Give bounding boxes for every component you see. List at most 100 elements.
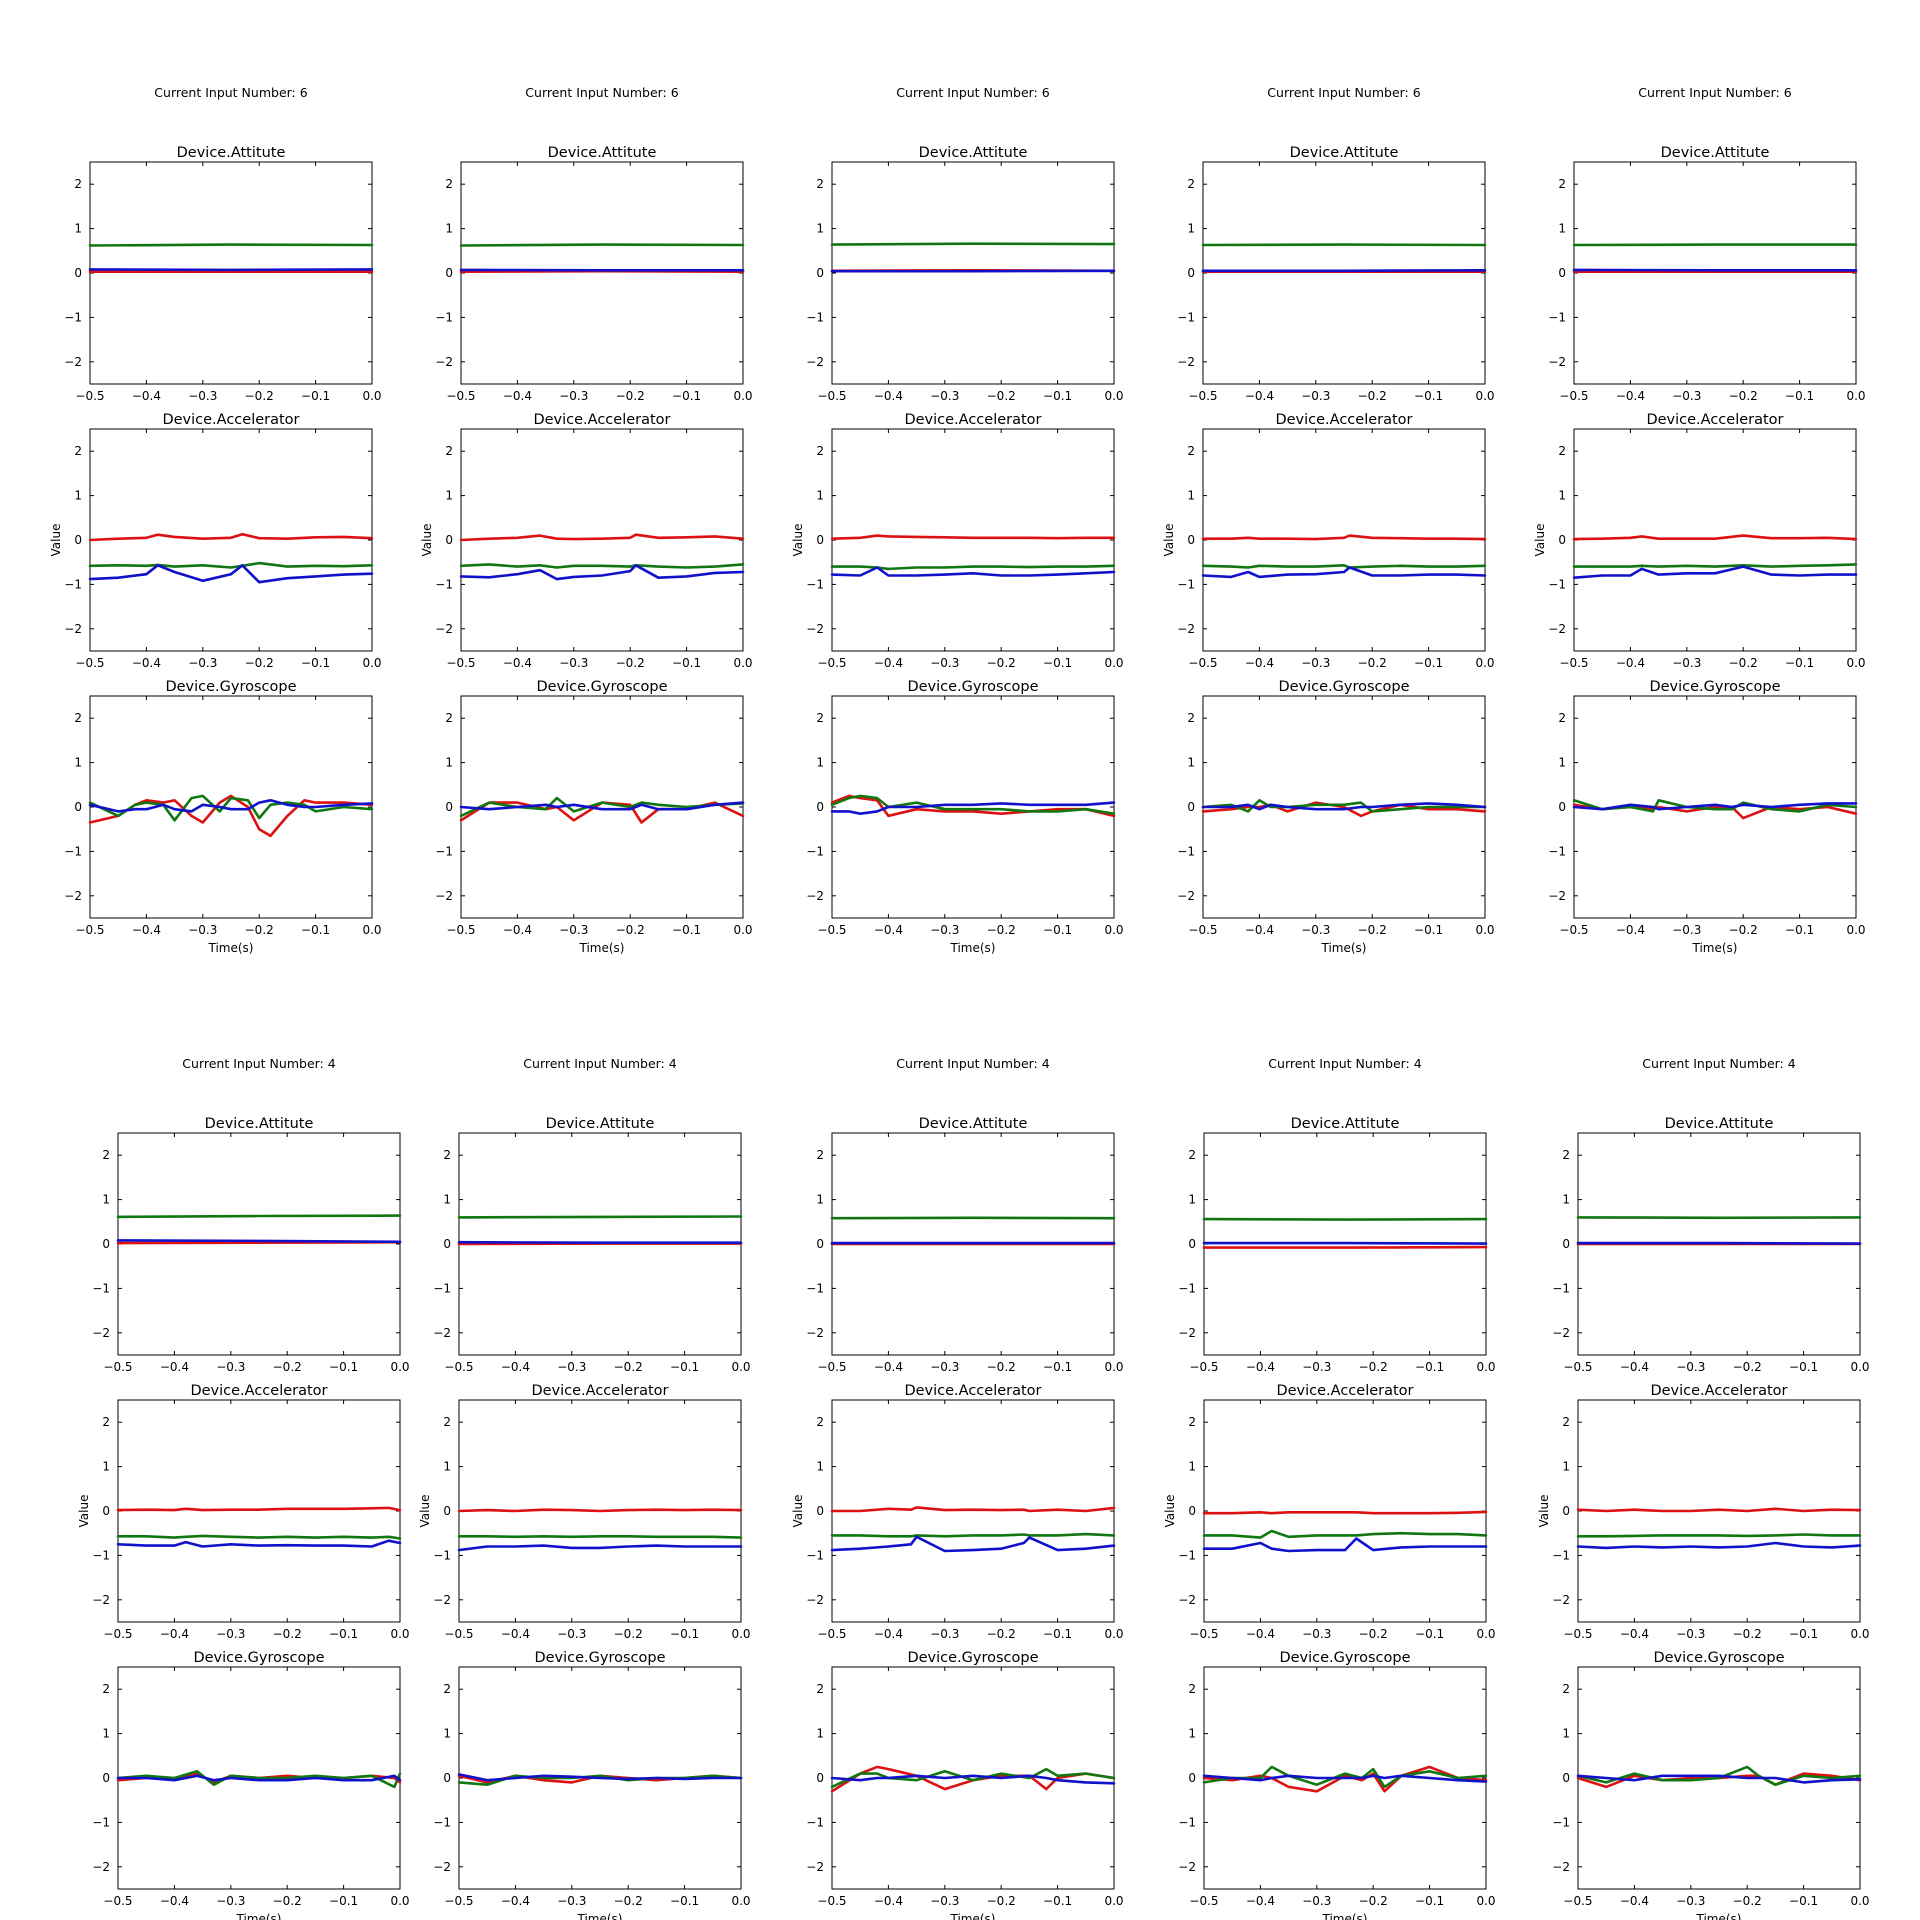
panel-title: Device.Accelerator bbox=[1650, 1383, 1787, 1399]
y-tick-label: −2 bbox=[1177, 622, 1195, 636]
y-tick-label: 0 bbox=[102, 1504, 110, 1518]
y-tick-label: 0 bbox=[1188, 1771, 1196, 1785]
y-tick-label: 0 bbox=[1562, 1237, 1570, 1251]
y-tick-label: 0 bbox=[816, 1237, 824, 1251]
subplot: Device.Accelerator 2 1 0 −1 −2 −0.5 −0.4 −0.3 −0.… bbox=[49, 412, 382, 670]
x-tick-label: −0.3 bbox=[1301, 389, 1330, 403]
x-tick-label: −0.2 bbox=[616, 389, 645, 403]
series-line bbox=[457, 1215, 743, 1219]
x-tick-label: −0.4 bbox=[874, 923, 903, 937]
y-tick-label: −1 bbox=[1548, 577, 1566, 591]
plot-frame bbox=[89, 428, 373, 652]
x-tick-label: −0.1 bbox=[1414, 656, 1443, 670]
y-tick-label: 2 bbox=[74, 444, 82, 458]
y-tick-label: 1 bbox=[445, 756, 453, 770]
x-tick-label: −0.3 bbox=[1676, 1894, 1705, 1908]
y-tick-label: −2 bbox=[1177, 889, 1195, 903]
x-tick-label: −0.2 bbox=[245, 923, 274, 937]
x-tick-label: −0.2 bbox=[1729, 389, 1758, 403]
x-tick-label: −0.2 bbox=[245, 389, 274, 403]
group-title: Current Input Number: 6 bbox=[154, 85, 307, 100]
y-tick-label: 2 bbox=[102, 1148, 110, 1162]
x-tick-label: −0.2 bbox=[987, 1627, 1016, 1641]
subplot: Device.Gyroscope 2 1 0 −1 −2 −0.5 −0.4 −0.3 −0.2 −… bbox=[1177, 679, 1494, 955]
series-line bbox=[830, 1774, 1116, 1785]
panel-title: Device.Attitute bbox=[1661, 145, 1770, 161]
y-tick-label: −1 bbox=[1552, 1281, 1570, 1295]
x-tick-label: −0.4 bbox=[501, 1627, 530, 1641]
x-tick-label: −0.3 bbox=[559, 656, 588, 670]
y-tick-label: 2 bbox=[74, 711, 82, 725]
x-tick-label: −0.5 bbox=[446, 923, 475, 937]
x-tick-label: −0.4 bbox=[1245, 923, 1274, 937]
y-axis-label: Value bbox=[1162, 524, 1176, 557]
x-tick-label: −0.2 bbox=[987, 1360, 1016, 1374]
group-title: Current Input Number: 6 bbox=[1267, 85, 1420, 100]
x-tick-label: −0.1 bbox=[1043, 1360, 1072, 1374]
series-line bbox=[116, 1774, 402, 1782]
series-line bbox=[457, 1240, 743, 1244]
x-tick-label: −0.4 bbox=[1246, 1360, 1275, 1374]
y-tick-label: 2 bbox=[1562, 1415, 1570, 1429]
x-tick-label: −0.1 bbox=[1789, 1627, 1818, 1641]
x-tick-label: −0.3 bbox=[188, 389, 217, 403]
y-tick-label: 1 bbox=[816, 1193, 824, 1207]
y-tick-label: 1 bbox=[445, 222, 453, 236]
y-tick-label: −1 bbox=[433, 1281, 451, 1295]
y-tick-label: 2 bbox=[1558, 177, 1566, 191]
y-tick-label: −1 bbox=[1177, 310, 1195, 324]
x-tick-label: −0.5 bbox=[1563, 1627, 1592, 1641]
subplot: Device.Attitute 2 1 0 −1 −2 −0.5 −0.4 −0.3 −0.2 −0… bbox=[64, 145, 381, 403]
series-line bbox=[1202, 1217, 1488, 1221]
plot-frame bbox=[831, 428, 1115, 652]
panel-title: Device.Gyroscope bbox=[193, 1650, 324, 1666]
x-tick-label: −0.1 bbox=[1785, 923, 1814, 937]
x-tick-label: −0.4 bbox=[874, 1360, 903, 1374]
x-tick-label: 0.0 bbox=[1476, 1894, 1495, 1908]
y-tick-label: 0 bbox=[816, 266, 824, 280]
y-tick-label: −2 bbox=[1548, 355, 1566, 369]
x-tick-label: −0.4 bbox=[874, 389, 903, 403]
x-tick-label: −0.2 bbox=[1733, 1627, 1762, 1641]
y-tick-label: 0 bbox=[1558, 800, 1566, 814]
y-tick-label: 2 bbox=[816, 177, 824, 191]
x-tick-label: −0.3 bbox=[930, 923, 959, 937]
series-line bbox=[830, 534, 1116, 541]
subplot: Device.Accelerator 2 1 0 −1 −2 −0.5 −0.4 −0.3 −0.… bbox=[418, 1383, 751, 1641]
group-title: Current Input Number: 4 bbox=[1268, 1056, 1421, 1071]
x-tick-label: −0.1 bbox=[329, 1627, 358, 1641]
y-tick-label: −2 bbox=[806, 1860, 824, 1874]
series-line bbox=[1202, 1537, 1488, 1553]
series-line bbox=[1202, 1765, 1488, 1789]
series-line bbox=[830, 1535, 1116, 1553]
series-line bbox=[1202, 1774, 1488, 1783]
y-tick-label: 2 bbox=[443, 1148, 451, 1162]
x-tick-label: −0.4 bbox=[874, 1627, 903, 1641]
y-tick-label: 0 bbox=[816, 533, 824, 547]
y-tick-label: 1 bbox=[74, 222, 82, 236]
subplot: Device.Accelerator 2 1 0 −1 −2 −0.5 −0.4 −0.3 −0.… bbox=[1162, 412, 1495, 670]
x-tick-label: −0.1 bbox=[1785, 656, 1814, 670]
y-tick-label: −2 bbox=[435, 889, 453, 903]
y-tick-label: 1 bbox=[74, 756, 82, 770]
panel-title: Device.Accelerator bbox=[904, 1383, 1041, 1399]
x-tick-label: −0.2 bbox=[1733, 1360, 1762, 1374]
y-tick-label: −2 bbox=[435, 355, 453, 369]
y-tick-label: 2 bbox=[1188, 1682, 1196, 1696]
group-title: Current Input Number: 4 bbox=[182, 1056, 335, 1071]
panel-title: Device.Gyroscope bbox=[536, 679, 667, 695]
y-tick-label: 1 bbox=[816, 1727, 824, 1741]
series-line bbox=[116, 1770, 402, 1789]
subplot: Device.Attitute 2 1 0 −1 −2 −0.5 −0.4 −0.3 −0.2 −0… bbox=[435, 145, 752, 403]
series-line bbox=[830, 801, 1116, 816]
y-axis-label: Value bbox=[420, 524, 434, 557]
panel-title: Device.Gyroscope bbox=[907, 1650, 1038, 1666]
y-tick-label: 2 bbox=[1187, 177, 1195, 191]
x-tick-label: −0.5 bbox=[817, 1627, 846, 1641]
series-line bbox=[459, 801, 745, 811]
y-tick-label: 2 bbox=[816, 1415, 824, 1429]
x-axis-label: Time(s) bbox=[950, 941, 996, 955]
panel-title: Device.Accelerator bbox=[531, 1383, 668, 1399]
x-tick-label: −0.5 bbox=[1559, 389, 1588, 403]
chart-group: Current Input Number: 6 Device.Attitute 2 1… bbox=[791, 85, 1124, 955]
